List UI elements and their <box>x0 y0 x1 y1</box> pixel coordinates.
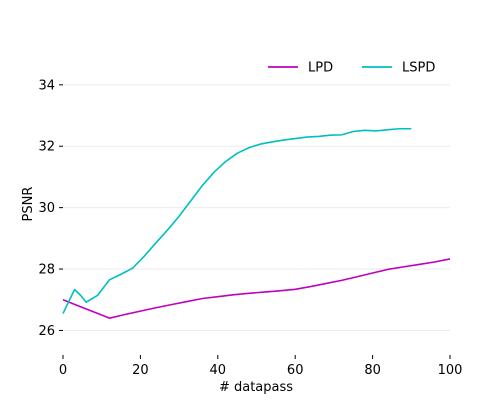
x-tick-label: 0 <box>59 363 67 378</box>
y-tick-label: 34 <box>38 78 55 93</box>
x-tick-label: 80 <box>364 363 381 378</box>
series-lines <box>62 127 451 319</box>
x-tick-label: 100 <box>438 363 463 378</box>
x-tick-label: 60 <box>287 363 304 378</box>
x-axis-ticks: 0 20 40 60 80 100 <box>59 355 463 378</box>
series-line-lpd <box>62 258 451 319</box>
x-tick-label: 40 <box>210 363 227 378</box>
y-tick-label: 26 <box>38 324 55 339</box>
y-tick-label: 28 <box>38 263 55 278</box>
y-tick-label: 30 <box>38 201 55 216</box>
x-tick-label: 20 <box>132 363 149 378</box>
y-axis-ticks: 26 28 30 32 34 <box>38 78 63 339</box>
legend-label-lpd: LPD <box>308 61 333 76</box>
grid-lines <box>63 84 450 331</box>
x-axis-label: # datapass <box>219 380 293 395</box>
legend-label-lspd: LSPD <box>402 61 435 76</box>
legend: LPD LSPD <box>268 61 435 76</box>
y-tick-label: 32 <box>38 140 55 155</box>
y-axis-label: PSNR <box>21 187 36 222</box>
series-line-lspd <box>62 127 412 314</box>
